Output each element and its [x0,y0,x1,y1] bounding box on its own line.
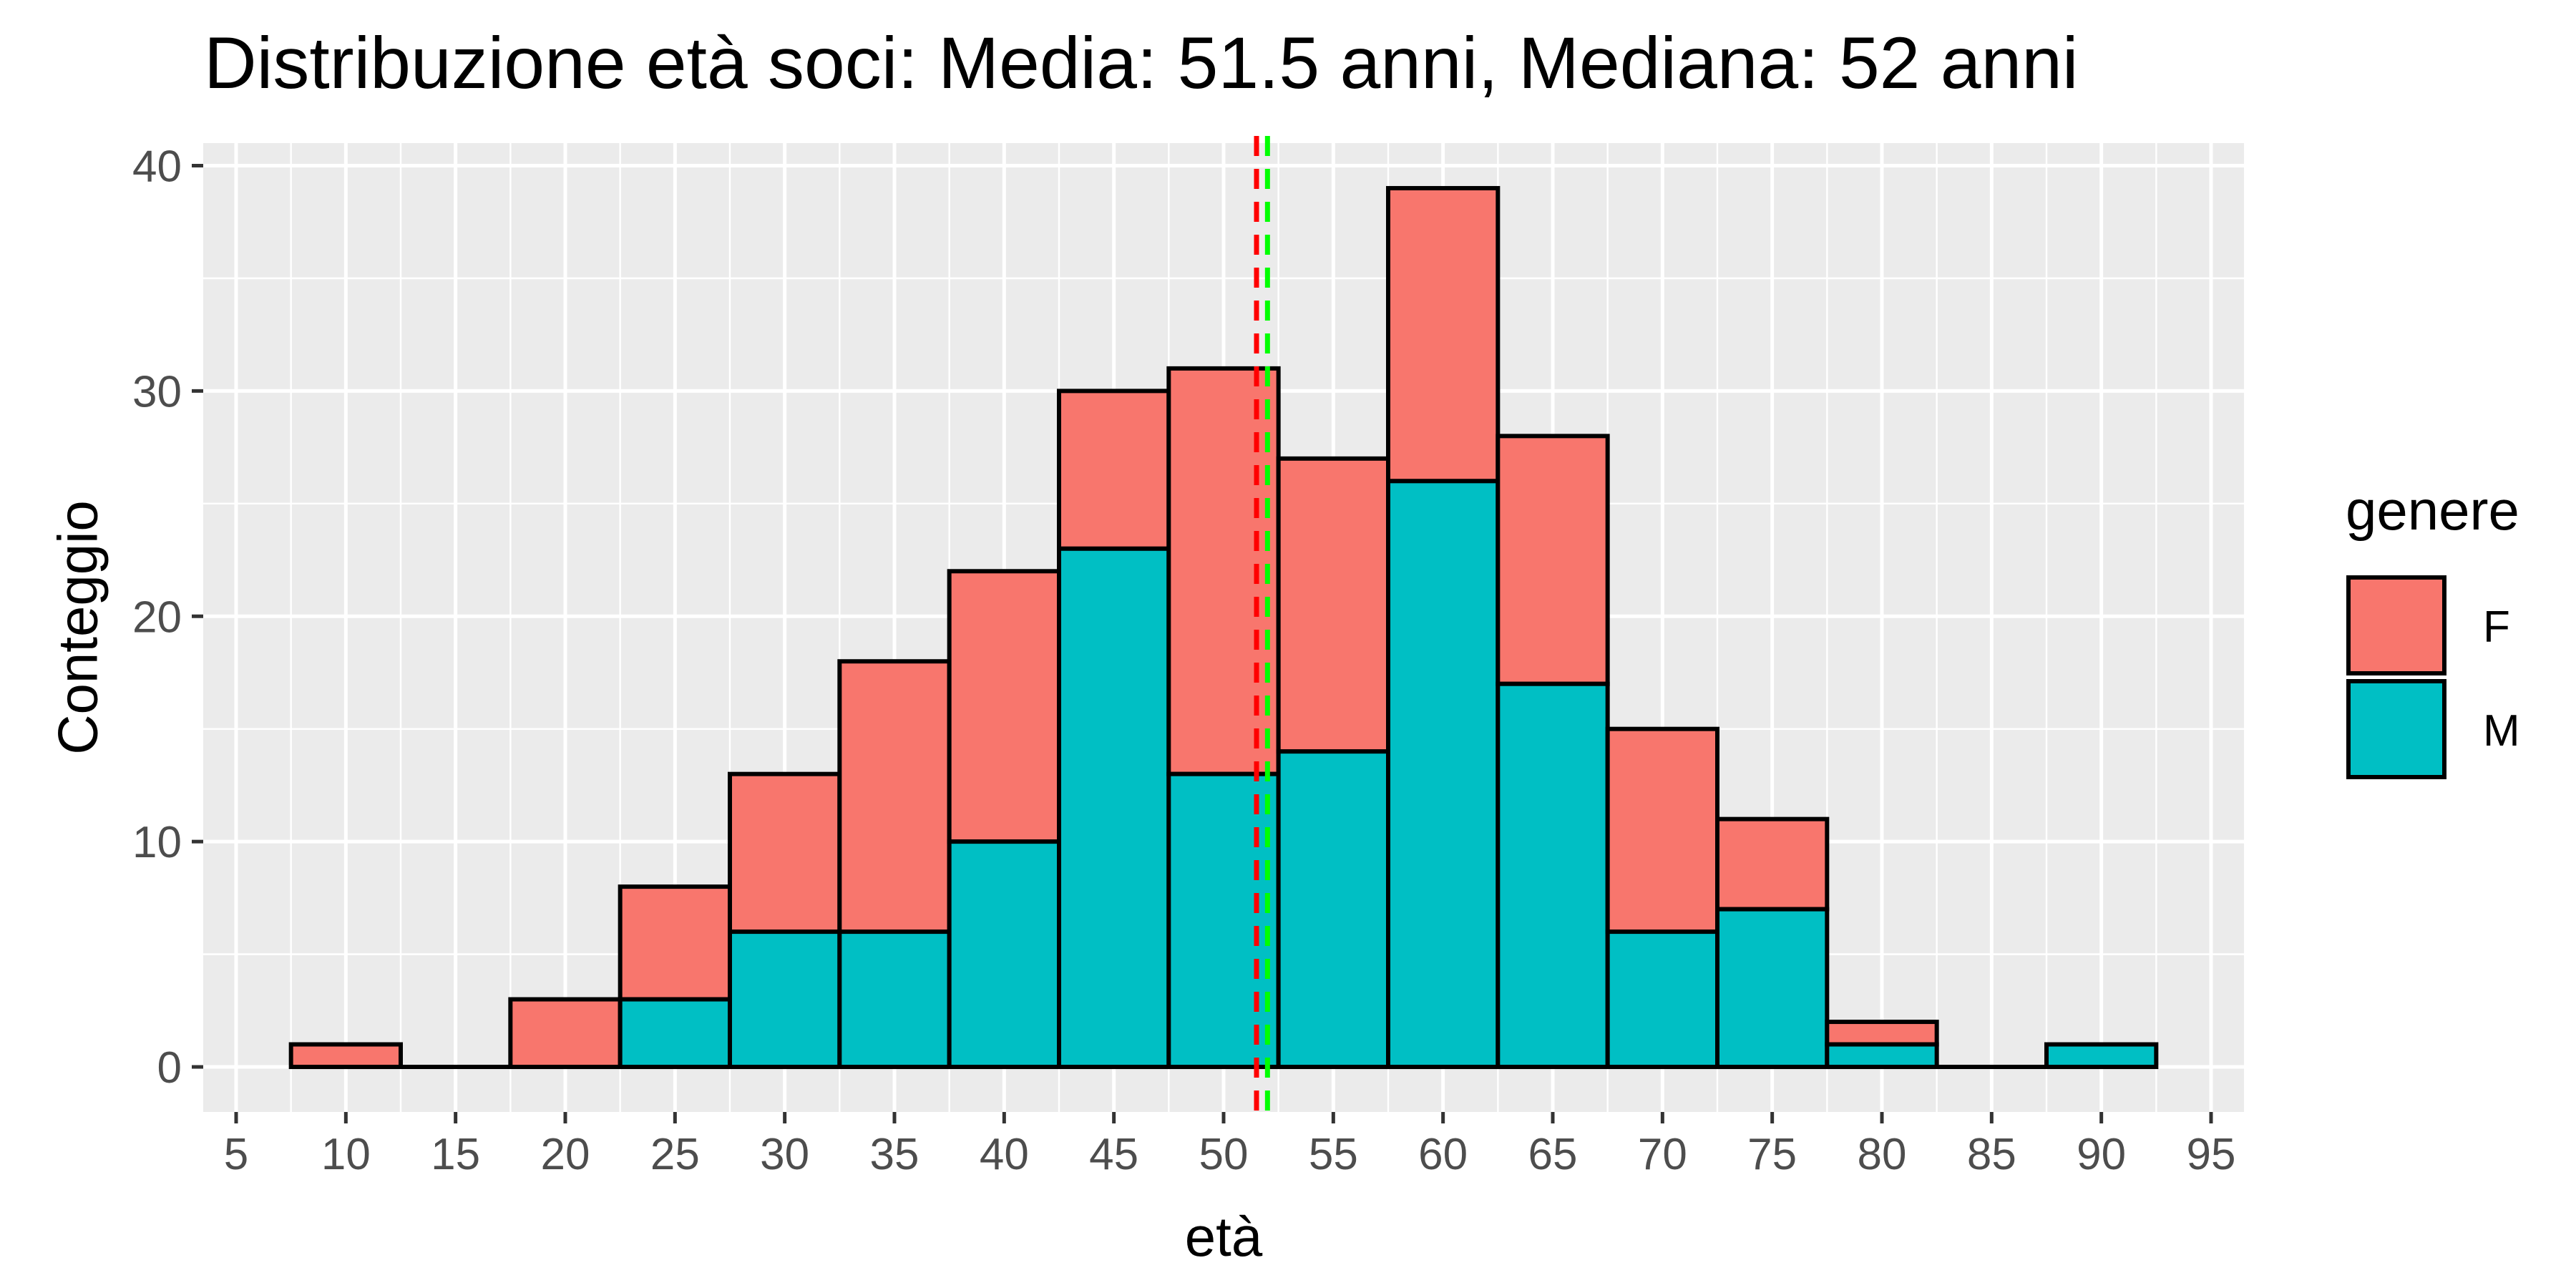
bar-F-75 [1715,816,1830,912]
x-tick-label: 15 [431,1130,480,1179]
bar-M-70 [1605,930,1720,1070]
bar-F-70 [1605,726,1720,935]
bar-F-65 [1496,434,1610,686]
y-tick-label: 0 [157,1043,182,1093]
histogram-bars [288,185,2159,1070]
bar-F-30 [728,771,842,935]
bar-F-40 [947,569,1061,844]
bar-M-40 [947,839,1061,1070]
x-tick-label: 60 [1418,1130,1468,1179]
legend-label-F: F [2483,602,2510,652]
x-tick-label: 10 [321,1130,371,1179]
y-axis: 0 10 20 30 40 [132,142,203,1093]
x-axis: 5 10 15 20 25 30 35 40 45 50 55 60 65 70 75 80 85 90 95 [224,1112,2236,1179]
x-tick-label: 50 [1199,1130,1249,1179]
x-tick-label: 55 [1309,1130,1358,1179]
x-tick-label: 30 [760,1130,809,1179]
legend: genere F M [2346,479,2520,779]
bar-M-30 [728,930,842,1070]
x-tick-label: 35 [870,1130,919,1179]
bar-M-60 [1386,479,1501,1070]
bar-F-45 [1057,389,1171,551]
x-tick-label: 20 [541,1130,590,1179]
y-tick-label: 20 [132,592,182,642]
y-tick-label: 10 [132,818,182,867]
y-tick-label: 40 [132,142,182,191]
bar-M-90 [2044,1042,2159,1070]
legend-title: genere [2346,479,2519,542]
bar-F-80 [1825,1020,1939,1047]
x-tick-label: 25 [650,1130,700,1179]
bar-M-50 [1166,771,1281,1070]
chart-title: Distribuzione età soci: Media: 51.5 anni… [204,22,2079,104]
bar-M-65 [1496,681,1610,1070]
legend-key-M [2346,679,2446,779]
bar-M-45 [1057,546,1171,1070]
bar-M-25 [618,997,733,1070]
y-tick-label: 30 [132,367,182,416]
bar-F-25 [618,884,733,1002]
x-tick-label: 40 [980,1130,1029,1179]
x-tick-label: 90 [2077,1130,2126,1179]
legend-key-F [2346,575,2446,675]
x-tick-label: 95 [2187,1130,2236,1179]
x-axis-title: età [1185,1205,1263,1268]
x-tick-label: 80 [1858,1130,1907,1179]
x-tick-label: 85 [1967,1130,2016,1179]
x-tick-label: 45 [1089,1130,1138,1179]
bar-M-75 [1715,907,1830,1070]
legend-label-M: M [2483,706,2520,756]
bar-F-55 [1276,456,1390,754]
x-tick-label: 65 [1528,1130,1578,1179]
x-tick-label: 75 [1747,1130,1797,1179]
bar-F-60 [1386,185,1501,484]
bar-F-35 [837,659,952,935]
bar-F-50 [1166,366,1281,776]
x-tick-label: 70 [1638,1130,1687,1179]
bar-M-35 [837,930,952,1070]
x-tick-label: 5 [224,1130,248,1179]
bar-M-80 [1825,1042,1939,1070]
bar-M-55 [1276,749,1390,1070]
bar-F-10 [288,1042,403,1070]
bar-F-20 [508,997,623,1070]
y-axis-title: Conteggio [46,500,109,755]
